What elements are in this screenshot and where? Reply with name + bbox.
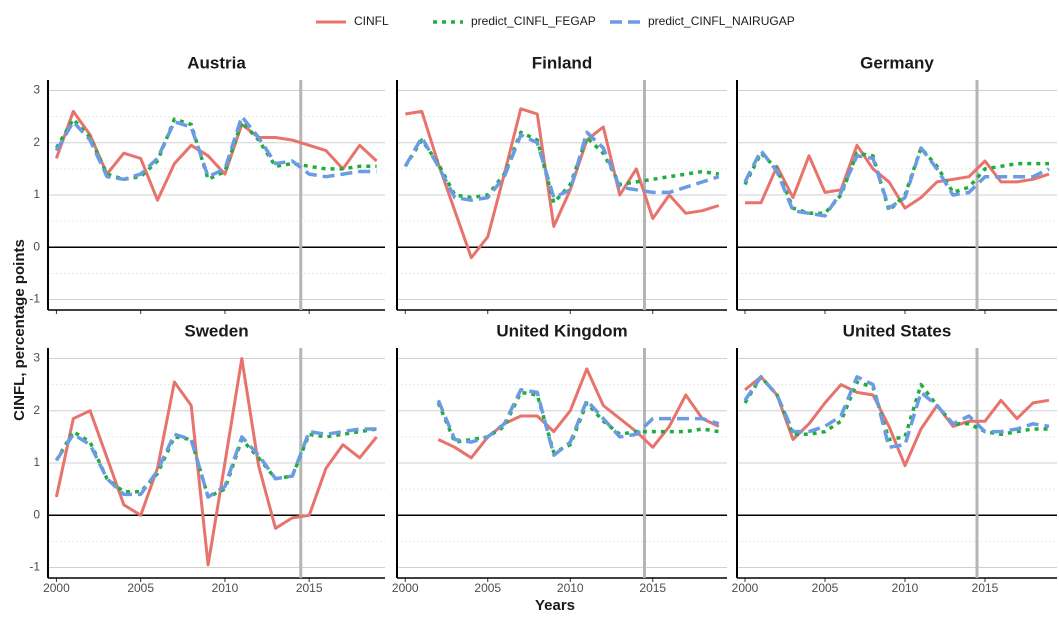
x-tick-label: 2000: [392, 581, 419, 595]
x-tick-label: 2005: [127, 581, 154, 595]
panel-title: Sweden: [184, 321, 248, 340]
x-tick-label: 2015: [972, 581, 999, 595]
x-tick-label: 2010: [557, 581, 584, 595]
y-tick-label: 3: [33, 83, 40, 97]
x-tick-label: 2000: [43, 581, 70, 595]
series-line: [54, 109, 378, 202]
panel-title: United Kingdom: [496, 321, 627, 340]
legend-label: predict_CINFL_FEGAP: [471, 14, 596, 28]
panel-title: Austria: [187, 53, 246, 72]
y-tick-label: 2: [33, 403, 40, 417]
x-tick-label: 2010: [212, 581, 239, 595]
y-axis-title: CINFL, percentage points: [11, 239, 28, 421]
panel-title: Germany: [860, 53, 934, 72]
y-tick-label: 1: [33, 187, 40, 201]
y-tick-label: 2: [33, 135, 40, 149]
series-line: [54, 114, 377, 182]
x-tick-label: 2015: [296, 581, 323, 595]
x-tick-label: 2015: [639, 581, 666, 595]
y-tick-label: 0: [33, 507, 40, 521]
y-tick-label: 1: [33, 455, 40, 469]
x-tick-label: 2005: [474, 581, 501, 595]
series-line: [743, 146, 1049, 216]
x-axis-title: Years: [535, 597, 575, 614]
legend-label: CINFL: [354, 14, 389, 28]
legend-label: predict_CINFL_NAIRUGAP: [648, 14, 795, 28]
y-tick-label: 3: [33, 351, 40, 365]
x-tick-label: 2000: [732, 581, 759, 595]
series-line: [743, 375, 1049, 442]
series-line: [54, 357, 378, 567]
y-tick-label: -1: [29, 292, 40, 306]
panel-title: United States: [843, 321, 952, 340]
series-line: [744, 375, 1050, 468]
series-line: [743, 375, 1050, 450]
series-line: [403, 130, 720, 202]
series-line: [437, 367, 720, 460]
series-line: [743, 146, 1050, 218]
series-line: [54, 427, 377, 499]
series-line: [436, 388, 720, 457]
x-tick-label: 2010: [892, 581, 919, 595]
x-tick-label: 2005: [812, 581, 839, 595]
series-line: [54, 117, 377, 182]
series-line: [405, 107, 720, 260]
y-tick-label: -1: [29, 560, 40, 574]
panel-title: Finland: [532, 53, 592, 72]
y-tick-label: 0: [33, 239, 40, 253]
